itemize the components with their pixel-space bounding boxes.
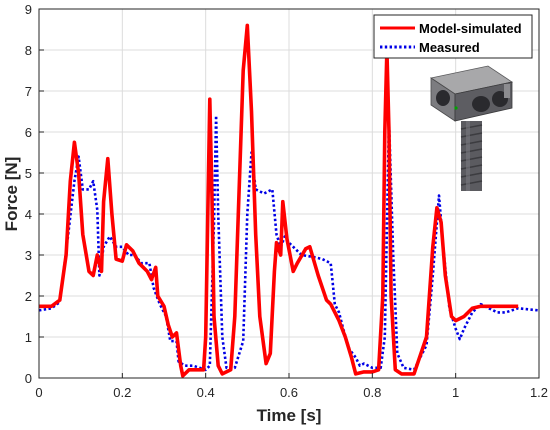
y-axis-ticks: 0 1 2 3 4 5 6 7 8 9 xyxy=(25,2,44,386)
series-layer xyxy=(38,23,540,378)
x-tick-label: 1.2 xyxy=(530,385,548,400)
x-tick-label: 1 xyxy=(452,385,459,400)
x-tick-label: 0.2 xyxy=(113,385,131,400)
series-line-model-simulated xyxy=(39,23,519,378)
y-tick-label: 3 xyxy=(25,248,32,263)
legend-box xyxy=(373,14,533,59)
legend-label-model-simulated: Model-simulated xyxy=(419,21,522,36)
x-axis-title: Time [s] xyxy=(257,406,322,425)
y-tick-label: 9 xyxy=(25,2,32,17)
y-tick-label: 0 xyxy=(25,371,32,386)
x-tick-label: 0.6 xyxy=(280,385,298,400)
y-tick-label: 1 xyxy=(25,330,32,345)
legend: Model-simulated Measured xyxy=(373,14,533,59)
y-tick-label: 4 xyxy=(25,207,32,222)
x-tick-label: 0.4 xyxy=(197,385,215,400)
y-axis-title: Force [N] xyxy=(2,157,21,232)
x-tick-label: 0 xyxy=(35,385,42,400)
x-axis-ticks: 0 0.2 0.4 0.6 0.8 1 1.2 xyxy=(35,373,548,400)
y-tick-label: 5 xyxy=(25,166,32,181)
x-tick-label: 0.8 xyxy=(363,385,381,400)
y-tick-label: 7 xyxy=(25,84,32,99)
bolt-with-sensor-block-icon xyxy=(429,65,514,191)
y-tick-label: 8 xyxy=(25,43,32,58)
legend-label-measured: Measured xyxy=(419,40,480,55)
y-tick-label: 6 xyxy=(25,125,32,140)
y-tick-label: 2 xyxy=(25,289,32,304)
